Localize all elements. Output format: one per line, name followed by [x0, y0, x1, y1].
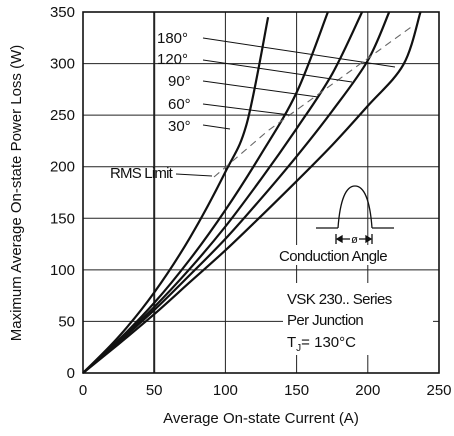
angle-label-30: 30° [168, 118, 191, 135]
y-tick-label-0: 0 [67, 365, 75, 382]
inset-arrow-left [335, 234, 343, 244]
leader-line-30 [202, 124, 231, 130]
info-series: VSK 230.. Series [287, 291, 392, 308]
angle-label-180: 180° [157, 30, 188, 47]
curve-180 [82, 11, 422, 374]
curve-90 [82, 11, 364, 374]
conduction-angle-label: Conduction Angle [279, 248, 387, 265]
y-tick-label-200: 200 [50, 159, 75, 176]
plot-frame [82, 11, 440, 374]
info-junction-temp: TJ= 130°C [287, 334, 356, 354]
inset-half-wave [337, 185, 373, 229]
y-tick-labels: 0 50 100 150 200 250 300 350 [50, 4, 75, 382]
leader-line-180 [202, 37, 396, 68]
y-tick-label-300: 300 [50, 56, 75, 73]
x-tick-label-150: 150 [284, 382, 309, 399]
x-tick-label-0: 0 [79, 382, 87, 399]
x-tick-label-100: 100 [213, 382, 238, 399]
leader-line-60 [202, 103, 291, 116]
x-tick-label-200: 200 [355, 382, 380, 399]
curve-60 [82, 11, 329, 374]
y-tick-label-100: 100 [50, 262, 75, 279]
info-box-bg [283, 283, 433, 355]
conduction-angle-inset [316, 185, 394, 244]
rms-limit-label: RMS Limit [110, 165, 174, 182]
angle-label-120: 120° [157, 51, 188, 68]
info-per-junction: Per Junction [287, 312, 363, 329]
curve-30 [82, 16, 270, 374]
tj-value: = 130°C [301, 334, 356, 351]
y-tick-label-250: 250 [50, 107, 75, 124]
angle-label-60: 60° [168, 96, 191, 113]
rms-leader-line [175, 173, 213, 177]
x-axis-label: Average On-state Current (A) [163, 410, 359, 427]
conduction-angle-label-bg [276, 245, 424, 265]
x-tick-labels: 0 50 100 150 200 250 [79, 382, 452, 399]
inset-symbol-bg [350, 232, 359, 245]
y-tick-label-50: 50 [58, 313, 75, 330]
leader-line-90 [202, 80, 319, 98]
y-tick-label-350: 350 [50, 4, 75, 21]
rms-limit-line [213, 27, 411, 178]
angle-leader-lines [202, 37, 396, 130]
x-tick-label-50: 50 [146, 382, 163, 399]
tj-subscript: J [296, 343, 301, 354]
y-tick-label-150: 150 [50, 210, 75, 227]
conduction-angle-symbol: ø [351, 234, 358, 246]
x-tick-label-250: 250 [426, 382, 451, 399]
y-axis-label: Maximum Average On-state Power Loss (W) [8, 45, 25, 341]
inset-arrow-right [365, 234, 373, 244]
curve-120 [82, 11, 391, 374]
power-loss-curves [82, 11, 422, 374]
leader-line-120 [202, 59, 353, 83]
tj-symbol: T [287, 334, 296, 351]
angle-label-90: 90° [168, 73, 191, 90]
angle-labels: 180° 120° 90° 60° 30° [157, 30, 191, 135]
